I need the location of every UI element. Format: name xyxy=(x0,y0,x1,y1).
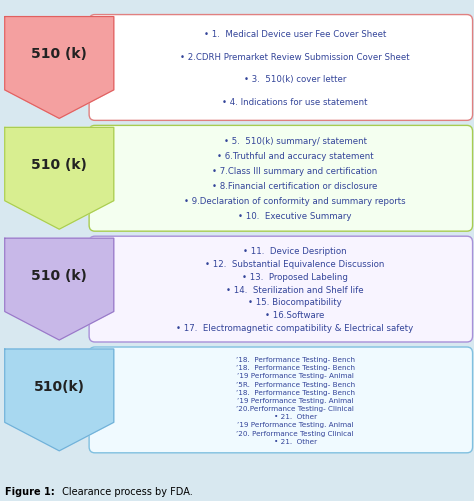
Text: • 4. Indications for use statement: • 4. Indications for use statement xyxy=(222,97,368,106)
Text: • 6.Truthful and accuracy statement: • 6.Truthful and accuracy statement xyxy=(217,152,374,161)
Text: • 21.  Other: • 21. Other xyxy=(273,438,317,444)
Text: Figure 1:: Figure 1: xyxy=(5,486,55,496)
Text: • 13.  Proposed Labeling: • 13. Proposed Labeling xyxy=(242,272,348,281)
Text: • 8.Financial certification or disclosure: • 8.Financial certification or disclosur… xyxy=(212,182,378,191)
Text: ’19 Performance Testing- Animal: ’19 Performance Testing- Animal xyxy=(237,373,354,379)
Text: • 9.Declaration of conformity and summary reports: • 9.Declaration of conformity and summar… xyxy=(184,197,406,206)
Text: 510 (k): 510 (k) xyxy=(31,158,87,172)
Text: ’18.  Performance Testing- Bench: ’18. Performance Testing- Bench xyxy=(236,389,355,395)
Text: • 12.  Substantial Equivalence Discussion: • 12. Substantial Equivalence Discussion xyxy=(205,260,385,269)
Text: • 7.Class III summary and certification: • 7.Class III summary and certification xyxy=(212,167,378,176)
Text: ’20. Performance Testing Clinical: ’20. Performance Testing Clinical xyxy=(237,430,354,436)
Text: ’18.  Performance Testing- Bench: ’18. Performance Testing- Bench xyxy=(236,365,355,371)
Text: • 11.  Device Desription: • 11. Device Desription xyxy=(243,246,347,256)
Text: 510(k): 510(k) xyxy=(34,379,85,393)
Polygon shape xyxy=(5,349,114,451)
Text: ’18.  Performance Testing- Bench: ’18. Performance Testing- Bench xyxy=(236,356,355,362)
Text: • 2.CDRH Premarket Review Submission Cover Sheet: • 2.CDRH Premarket Review Submission Cov… xyxy=(180,53,410,62)
Polygon shape xyxy=(5,238,114,340)
Text: 510 (k): 510 (k) xyxy=(31,47,87,61)
Polygon shape xyxy=(5,128,114,229)
Text: • 14.  Sterilization and Shelf life: • 14. Sterilization and Shelf life xyxy=(226,285,364,294)
FancyBboxPatch shape xyxy=(89,347,473,453)
Text: • 16.Software: • 16.Software xyxy=(265,311,325,320)
Text: ’5R.  Performance Testing- Bench: ’5R. Performance Testing- Bench xyxy=(236,381,355,387)
Text: • 15. Biocompatibility: • 15. Biocompatibility xyxy=(248,298,342,307)
FancyBboxPatch shape xyxy=(89,236,473,342)
Text: • 10.  Executive Summary: • 10. Executive Summary xyxy=(238,212,352,221)
Text: ’19 Performance Testing. Animal: ’19 Performance Testing. Animal xyxy=(237,421,353,427)
Text: 510 (k): 510 (k) xyxy=(31,269,87,282)
Text: • 21.  Other: • 21. Other xyxy=(273,413,317,419)
Polygon shape xyxy=(5,18,114,119)
Text: Clearance process by FDA.: Clearance process by FDA. xyxy=(59,486,193,496)
Text: ’20.Performance Testing- Clinical: ’20.Performance Testing- Clinical xyxy=(236,405,354,411)
Text: • 3.  510(k) cover letter: • 3. 510(k) cover letter xyxy=(244,75,346,84)
FancyBboxPatch shape xyxy=(89,126,473,231)
FancyBboxPatch shape xyxy=(89,16,473,121)
Text: ’19 Performance Testing. Animal: ’19 Performance Testing. Animal xyxy=(237,397,353,403)
Text: • 17.  Electromagnetic compatibility & Electrical safety: • 17. Electromagnetic compatibility & El… xyxy=(176,324,414,332)
Text: • 1.  Medical Device user Fee Cover Sheet: • 1. Medical Device user Fee Cover Sheet xyxy=(204,30,386,39)
Text: • 5.  510(k) summary/ statement: • 5. 510(k) summary/ statement xyxy=(224,137,366,146)
